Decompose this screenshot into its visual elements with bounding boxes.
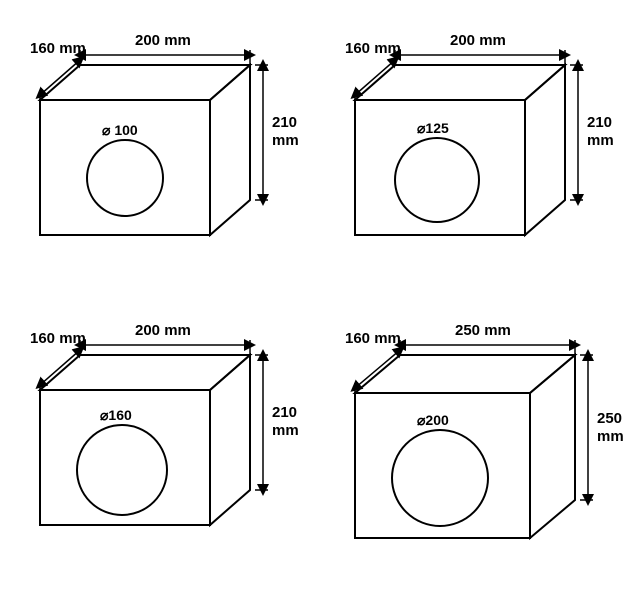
- height-label-2: mm: [587, 132, 614, 149]
- height-label-1: 210: [272, 404, 297, 421]
- height-label-1: 210: [272, 114, 297, 131]
- diameter-label: ⌀160: [100, 407, 132, 423]
- height-label-1: 210: [587, 114, 612, 131]
- box-diagram-bl: 160 mm 200 mm 210 mm ⌀160: [20, 305, 320, 570]
- depth-label: 160 mm: [30, 40, 86, 57]
- height-label-1: 250: [597, 410, 622, 427]
- width-label: 200 mm: [135, 32, 191, 49]
- diameter-label: ⌀125: [417, 120, 449, 136]
- hole-circle: [392, 430, 488, 526]
- width-label: 200 mm: [450, 32, 506, 49]
- depth-label: 160 mm: [30, 330, 86, 347]
- box-diagram-tr: 160 mm 200 mm 210 mm ⌀125: [335, 15, 635, 280]
- hole-circle: [395, 138, 479, 222]
- height-label-2: mm: [272, 422, 299, 439]
- width-label: 250 mm: [455, 322, 511, 339]
- height-label-2: mm: [597, 428, 624, 445]
- hole-circle: [77, 425, 167, 515]
- width-label: 200 mm: [135, 322, 191, 339]
- depth-label: 160 mm: [345, 330, 401, 347]
- box-diagram-br: 160 mm 250 mm 250 mm ⌀200: [335, 305, 640, 590]
- diameter-label: ⌀ 100: [102, 122, 138, 138]
- diameter-label: ⌀200: [417, 412, 449, 428]
- height-label-2: mm: [272, 132, 299, 149]
- box-diagram-tl: 160 mm 200 mm 210 mm ⌀ 100: [20, 15, 320, 280]
- depth-label: 160 mm: [345, 40, 401, 57]
- diagram-canvas: 160 mm 200 mm 210 mm ⌀ 100: [0, 0, 640, 576]
- hole-circle: [87, 140, 163, 216]
